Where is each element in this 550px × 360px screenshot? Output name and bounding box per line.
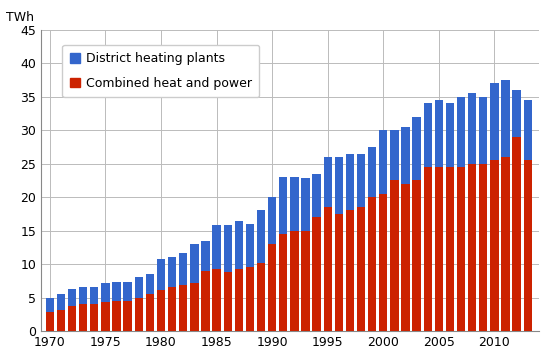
Bar	[90, 304, 98, 331]
Bar	[135, 278, 143, 298]
Bar	[179, 285, 188, 331]
Bar	[124, 301, 132, 331]
Bar	[268, 197, 276, 244]
Bar	[368, 197, 376, 331]
Bar	[135, 298, 143, 331]
Bar	[334, 214, 343, 331]
Bar	[323, 207, 332, 331]
Bar	[212, 225, 221, 269]
Bar	[57, 310, 65, 331]
Text: TWh: TWh	[6, 11, 34, 24]
Bar	[246, 224, 254, 267]
Bar	[312, 217, 321, 331]
Bar	[257, 263, 265, 331]
Bar	[390, 130, 399, 180]
Bar	[90, 288, 98, 304]
Bar	[502, 157, 510, 331]
Bar	[368, 147, 376, 197]
Bar	[223, 272, 232, 331]
Bar	[201, 271, 210, 331]
Bar	[468, 93, 476, 163]
Bar	[68, 306, 76, 331]
Bar	[479, 163, 487, 331]
Bar	[146, 274, 154, 294]
Bar	[490, 160, 499, 331]
Bar	[101, 283, 109, 302]
Bar	[524, 100, 532, 160]
Bar	[457, 167, 465, 331]
Bar	[457, 96, 465, 167]
Bar	[434, 167, 443, 331]
Bar	[379, 194, 387, 331]
Bar	[490, 83, 499, 160]
Bar	[190, 244, 199, 283]
Bar	[424, 103, 432, 167]
Bar	[424, 167, 432, 331]
Bar	[157, 259, 165, 289]
Bar	[257, 211, 265, 263]
Bar	[524, 160, 532, 331]
Bar	[46, 298, 54, 312]
Bar	[402, 127, 410, 184]
Bar	[290, 230, 299, 331]
Bar	[268, 244, 276, 331]
Bar	[168, 288, 176, 331]
Bar	[212, 269, 221, 331]
Bar	[279, 177, 288, 234]
Bar	[146, 294, 154, 331]
Bar	[513, 90, 521, 137]
Bar	[190, 283, 199, 331]
Bar	[434, 100, 443, 167]
Bar	[68, 289, 76, 306]
Bar	[346, 154, 354, 211]
Bar	[379, 130, 387, 194]
Bar	[46, 312, 54, 331]
Bar	[179, 253, 188, 285]
Bar	[412, 180, 421, 331]
Bar	[346, 211, 354, 331]
Bar	[124, 282, 132, 301]
Bar	[479, 96, 487, 163]
Bar	[246, 267, 254, 331]
Bar	[301, 230, 310, 331]
Bar	[301, 178, 310, 230]
Bar	[502, 80, 510, 157]
Bar	[101, 302, 109, 331]
Bar	[334, 157, 343, 214]
Bar	[290, 177, 299, 230]
Bar	[57, 294, 65, 310]
Bar	[201, 240, 210, 271]
Bar	[223, 225, 232, 272]
Bar	[446, 103, 454, 167]
Bar	[312, 174, 321, 217]
Bar	[513, 137, 521, 331]
Bar	[323, 157, 332, 207]
Bar	[402, 184, 410, 331]
Bar	[168, 257, 176, 288]
Bar	[79, 304, 87, 331]
Bar	[235, 269, 243, 331]
Bar	[112, 282, 120, 301]
Legend: District heating plants, Combined heat and power: District heating plants, Combined heat a…	[62, 45, 260, 97]
Bar	[357, 154, 365, 207]
Bar	[157, 289, 165, 331]
Bar	[79, 288, 87, 304]
Bar	[468, 163, 476, 331]
Bar	[412, 117, 421, 180]
Bar	[112, 301, 120, 331]
Bar	[235, 221, 243, 269]
Bar	[390, 180, 399, 331]
Bar	[357, 207, 365, 331]
Bar	[446, 167, 454, 331]
Bar	[279, 234, 288, 331]
